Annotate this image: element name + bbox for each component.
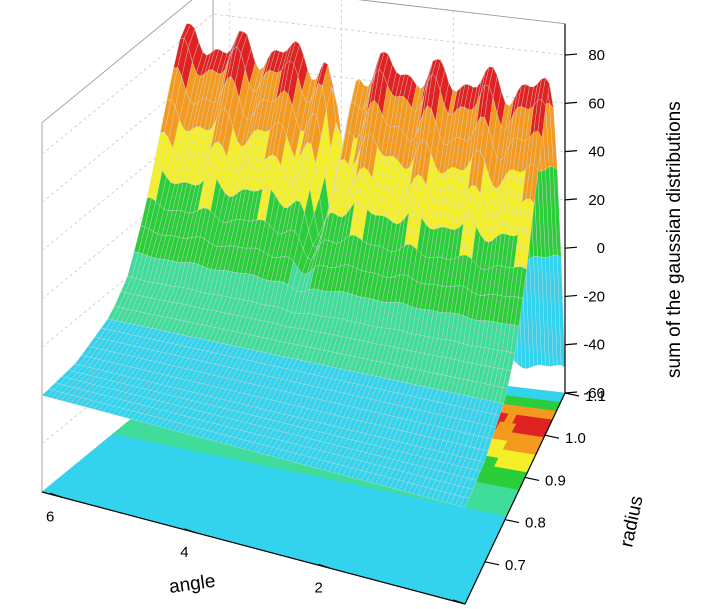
z-tick-label: 40: [588, 144, 605, 161]
z-tick-label: -60: [583, 385, 605, 402]
z-tick: [564, 391, 578, 394]
z-tick-label: 0: [597, 240, 605, 257]
y-axis-title: radius: [616, 494, 647, 549]
z-tick-label: 80: [588, 47, 605, 64]
y-tick-label: 0.9: [545, 472, 566, 489]
z-tick-label: -40: [583, 337, 605, 354]
y-tick-label: 0.7: [505, 557, 526, 574]
y-tick: [524, 476, 540, 481]
z-tick: [564, 294, 578, 298]
y-tick: [484, 561, 500, 566]
z-tick: [564, 150, 578, 153]
z-axis-title: sum of the gaussian distributions: [664, 101, 685, 378]
x-tick-label: 4: [180, 544, 188, 561]
z-grid-line: [41, 13, 566, 155]
z-tick-label: 60: [588, 95, 605, 112]
y-tick-label: 0.8: [525, 515, 546, 532]
x-axis-title: angle: [168, 571, 217, 598]
z-tick: [564, 101, 578, 104]
z-tick-label: -20: [583, 288, 605, 305]
z-tick: [564, 53, 578, 56]
y-tick: [564, 392, 580, 397]
z-tick-label: 20: [588, 192, 605, 209]
z-tick: [564, 198, 578, 201]
z-tick: [564, 246, 578, 249]
y-tick: [504, 519, 520, 524]
x-tick-label: 6: [46, 508, 54, 525]
box-top-edge: [41, 0, 566, 124]
x-tick-label: 2: [315, 579, 323, 596]
y-tick-label: 1.0: [565, 430, 586, 447]
z-tick: [564, 343, 578, 346]
y-tick: [544, 434, 560, 439]
